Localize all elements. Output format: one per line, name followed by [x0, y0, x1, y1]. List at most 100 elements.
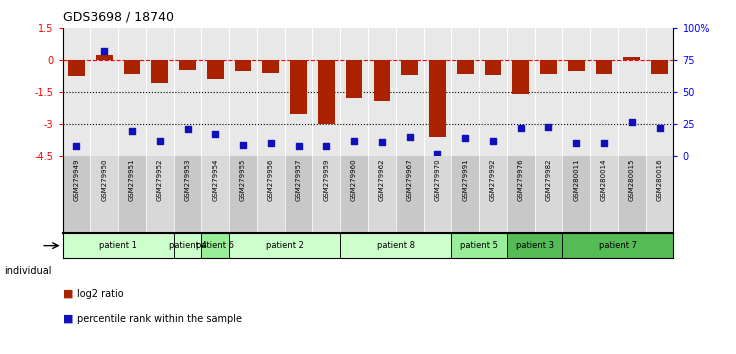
Bar	[91, 156, 118, 233]
Bar	[396, 28, 423, 156]
Point	[265, 141, 277, 146]
Text: GSM279952: GSM279952	[157, 159, 163, 201]
Text: GSM279992: GSM279992	[490, 159, 496, 201]
Bar	[507, 28, 534, 156]
Bar	[285, 156, 313, 233]
Bar	[63, 28, 91, 156]
Text: GSM279956: GSM279956	[268, 159, 274, 201]
Text: patient 3: patient 3	[516, 241, 553, 250]
Bar	[207, 60, 224, 79]
Bar	[257, 156, 285, 233]
Bar	[645, 28, 673, 156]
Bar	[229, 28, 257, 156]
Text: GSM279950: GSM279950	[102, 159, 107, 201]
Bar	[229, 233, 340, 258]
Text: GSM279960: GSM279960	[351, 159, 357, 201]
Bar	[484, 60, 501, 75]
Bar	[146, 156, 174, 233]
Text: GSM279970: GSM279970	[434, 159, 440, 201]
Text: GSM279949: GSM279949	[74, 159, 79, 201]
Point	[654, 125, 665, 131]
Bar	[340, 233, 451, 258]
Point	[71, 143, 82, 149]
Text: individual: individual	[4, 266, 52, 276]
Text: patient 4: patient 4	[169, 241, 207, 250]
Point	[237, 142, 249, 148]
Text: GSM279955: GSM279955	[240, 159, 246, 201]
Bar	[595, 60, 612, 74]
Bar	[118, 28, 146, 156]
Bar	[263, 60, 279, 73]
Bar	[257, 28, 285, 156]
Text: GSM280014: GSM280014	[601, 159, 607, 201]
Text: patient 2: patient 2	[266, 241, 304, 250]
Bar	[423, 28, 451, 156]
Text: GSM279982: GSM279982	[545, 159, 551, 201]
Bar	[285, 28, 313, 156]
Point	[570, 141, 582, 146]
Text: log2 ratio: log2 ratio	[77, 289, 124, 299]
Bar	[152, 60, 168, 82]
Bar	[313, 156, 340, 233]
Bar	[457, 60, 473, 74]
Bar	[479, 28, 507, 156]
Bar	[346, 60, 362, 98]
Point	[293, 143, 305, 149]
Bar	[618, 156, 645, 233]
Bar	[451, 28, 479, 156]
Point	[320, 143, 332, 149]
Text: GDS3698 / 18740: GDS3698 / 18740	[63, 10, 174, 23]
Text: GSM279959: GSM279959	[323, 159, 329, 201]
Text: ■: ■	[63, 289, 73, 299]
Bar	[401, 60, 418, 75]
Text: GSM279962: GSM279962	[379, 159, 385, 201]
Text: GSM279976: GSM279976	[517, 159, 524, 201]
Bar	[340, 156, 368, 233]
Bar	[368, 156, 396, 233]
Text: GSM280016: GSM280016	[657, 159, 662, 201]
Point	[99, 48, 110, 54]
Bar	[479, 156, 507, 233]
Point	[487, 138, 499, 144]
Bar	[63, 233, 174, 258]
Text: patient 5: patient 5	[460, 241, 498, 250]
Point	[210, 132, 222, 137]
Text: patient 7: patient 7	[599, 241, 637, 250]
Point	[404, 134, 416, 140]
Bar	[174, 28, 202, 156]
Bar	[202, 28, 229, 156]
Bar	[146, 28, 174, 156]
Bar	[202, 233, 229, 258]
Text: patient 6: patient 6	[197, 241, 234, 250]
Bar	[645, 156, 673, 233]
Point	[376, 139, 388, 145]
Text: GSM280015: GSM280015	[629, 159, 634, 201]
Bar	[174, 233, 202, 258]
Text: patient 8: patient 8	[377, 241, 415, 250]
Bar	[512, 60, 529, 95]
Bar	[396, 156, 423, 233]
Point	[515, 125, 527, 131]
Bar	[429, 60, 446, 137]
Bar	[229, 156, 257, 233]
Point	[182, 126, 194, 132]
Text: GSM279953: GSM279953	[185, 159, 191, 201]
Bar	[451, 233, 507, 258]
Text: GSM279967: GSM279967	[407, 159, 413, 201]
Bar	[423, 156, 451, 233]
Bar	[118, 156, 146, 233]
Bar	[340, 28, 368, 156]
Point	[459, 136, 471, 141]
Point	[626, 119, 637, 125]
Bar	[507, 156, 534, 233]
Bar	[318, 60, 335, 124]
Bar	[96, 55, 113, 60]
Bar	[91, 28, 118, 156]
Bar	[562, 28, 590, 156]
Text: patient 1: patient 1	[99, 241, 137, 250]
Bar	[202, 156, 229, 233]
Text: percentile rank within the sample: percentile rank within the sample	[77, 314, 242, 324]
Bar	[562, 233, 673, 258]
Text: ■: ■	[63, 314, 73, 324]
Bar	[124, 60, 141, 74]
